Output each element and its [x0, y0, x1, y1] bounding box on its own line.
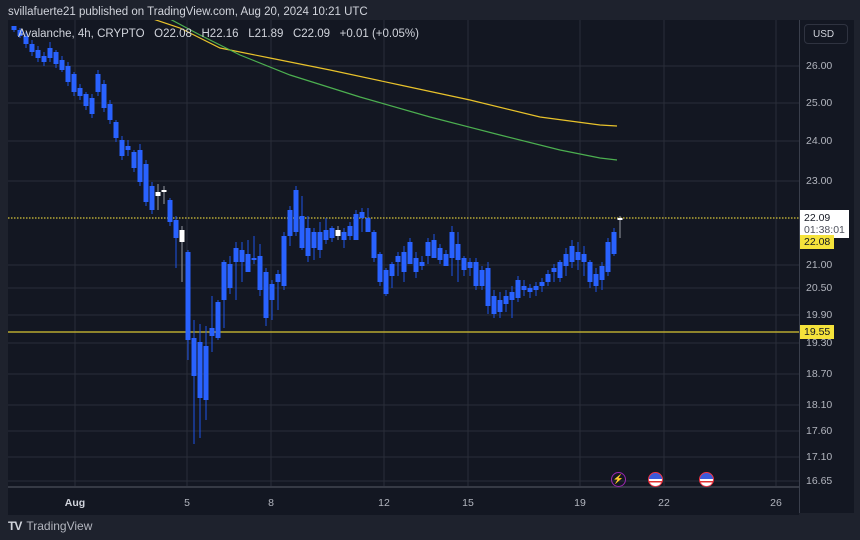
close-value: C22.09 — [292, 28, 331, 40]
price-tick-label: 25.00 — [806, 97, 833, 109]
price-tick-label: 26.00 — [806, 60, 833, 72]
price-axis[interactable]: USD 26.00 25.00 24.00 23.00 21.00 20.50 19.90 1… — [799, 20, 854, 513]
price-tick-label: 19.90 — [806, 309, 833, 321]
currency-button[interactable]: USD — [804, 24, 848, 44]
price-tick-label: 18.10 — [806, 399, 833, 411]
publisher-caption: svillafuerte21 published on TradingView.… — [8, 6, 368, 18]
time-tick-label: 22 — [658, 497, 670, 509]
tradingview-logo-icon: TV — [8, 519, 22, 533]
price-tick-label: 23.00 — [806, 175, 833, 187]
price-tick-label: 19.30 — [806, 337, 833, 349]
symbol-legend[interactable]: Avalanche, 4h, CRYPTO O22.08 H22.16 L21.… — [18, 28, 419, 40]
chart-plot-area[interactable] — [8, 20, 799, 486]
price-tick-label: 20.50 — [806, 282, 833, 294]
price-tick-label: 21.00 — [806, 259, 833, 271]
low-value: L21.89 — [248, 28, 284, 40]
support-level-price: 19.55 — [804, 326, 831, 338]
last-price: 22.09 — [804, 212, 831, 224]
symbol-name: Avalanche, 4h, CRYPTO — [18, 28, 145, 40]
change-value: +0.01 (+0.05%) — [339, 28, 419, 40]
price-tick-label: 18.70 — [806, 368, 833, 380]
brand-footer: TV TradingView — [8, 519, 92, 533]
candlestick-chart — [8, 20, 799, 486]
lightning-icon[interactable]: ⚡ — [611, 472, 626, 487]
time-tick-label: Aug — [64, 497, 86, 509]
prev-close-price: 22.08 — [804, 236, 831, 248]
brand-name: TradingView — [26, 519, 93, 533]
prev-close-tag: 22.08 — [800, 235, 835, 249]
price-tick-label: 17.10 — [806, 451, 833, 463]
time-tick-label: 19 — [574, 497, 586, 509]
bar-countdown: 01:38:01 — [804, 224, 845, 236]
currency-label: USD — [813, 28, 835, 40]
time-tick-label: 8 — [268, 497, 274, 509]
us-flag-icon[interactable] — [648, 472, 663, 487]
time-tick-label: 12 — [378, 497, 390, 509]
time-axis[interactable]: Aug 5 8 12 15 19 22 26 — [8, 486, 799, 515]
price-tick-label: 17.60 — [806, 425, 833, 437]
time-tick-label: 15 — [462, 497, 474, 509]
time-tick-label: 5 — [184, 497, 190, 509]
open-value: O22.08 — [154, 28, 192, 40]
price-tick-label: 24.00 — [806, 135, 833, 147]
us-flag-icon[interactable] — [699, 472, 714, 487]
price-tick-label: 16.65 — [806, 475, 833, 487]
time-tick-label: 26 — [770, 497, 782, 509]
high-value: H22.16 — [201, 28, 239, 40]
last-price-tag: 22.09 01:38:01 — [800, 210, 849, 238]
support-level-tag: 19.55 — [800, 325, 835, 339]
